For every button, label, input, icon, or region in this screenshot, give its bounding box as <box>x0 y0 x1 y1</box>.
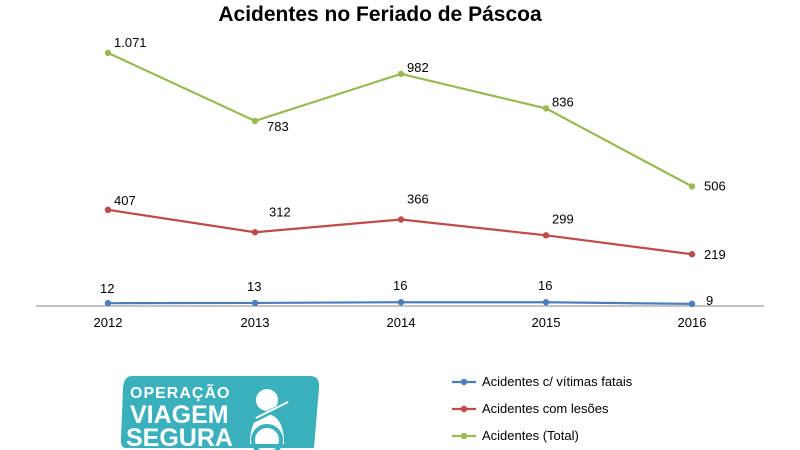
series-fatal-point <box>397 299 405 306</box>
series-fatal-data-label: 12 <box>100 281 114 296</box>
legend-label: Acidentes c/ vítimas fatais <box>482 374 633 389</box>
series-total-point <box>688 183 696 190</box>
series-lesoes-point <box>104 206 112 213</box>
series-total-point <box>542 105 550 112</box>
series-lines <box>107 51 693 305</box>
series-fatal-point <box>251 299 259 307</box>
series-lesoes-data-label: 407 <box>114 193 136 208</box>
legend: Acidentes c/ vítimas fatais Acidentes com… <box>452 374 633 443</box>
legend-label: Acidentes (Total) <box>482 428 579 443</box>
series-total-data-label: 1.071 <box>114 35 147 50</box>
series-fatal-data-label: 16 <box>538 278 552 293</box>
chart-title: Acidentes no Feriado de Páscoa <box>218 3 542 26</box>
series-fatal-point <box>542 299 550 306</box>
logo-text-line3: SEGURA <box>126 424 233 450</box>
x-tick-label: 2014 <box>387 315 416 330</box>
series-fatal-point <box>104 299 112 307</box>
series-total-data-label: 836 <box>552 94 574 109</box>
series-total-point <box>251 117 259 125</box>
series-lesoes-data-label: 312 <box>269 204 291 219</box>
x-tick-label: 2012 <box>94 315 123 330</box>
series-fatal-data-label: 9 <box>706 293 713 308</box>
seatbelt-driver-icon <box>250 389 292 450</box>
series-lesoes-data-label: 219 <box>704 247 726 262</box>
series-lesoes-data-label: 366 <box>407 191 429 206</box>
x-tick-label: 2015 <box>532 315 561 330</box>
legend-swatch-marker <box>460 378 468 386</box>
data-labels: 12 13 16 16 9 407 312 366 299 219 1.071 783 982 836 50… <box>100 35 726 308</box>
series-lesoes-point <box>688 251 696 258</box>
legend-label: Acidentes com lesões <box>482 401 609 416</box>
series-total-data-label: 982 <box>407 60 429 75</box>
series-total-point <box>397 70 405 78</box>
series-lesoes-point <box>542 232 550 239</box>
series-fatal-data-label: 13 <box>247 279 261 294</box>
legend-swatch-marker <box>460 432 468 440</box>
x-axis-ticks: 2012 2013 2014 2015 2016 <box>94 315 707 330</box>
logo-text-line1: OPERAÇÃO <box>130 382 230 402</box>
series-lesoes-data-label: 299 <box>552 211 574 226</box>
series-fatal-point <box>688 300 696 308</box>
x-tick-label: 2013 <box>241 315 270 330</box>
legend-swatch-marker <box>460 405 468 413</box>
operacao-viagem-segura-logo: OPERAÇÃO VIAGEM SEGURA <box>120 376 320 450</box>
series-total-point <box>104 49 112 57</box>
series-total-data-label: 783 <box>267 119 289 134</box>
series-total-data-label: 506 <box>704 178 726 193</box>
series-points <box>104 49 696 308</box>
x-tick-label: 2016 <box>678 315 707 330</box>
series-fatal-data-label: 16 <box>393 278 407 293</box>
logo-text-line2: VIAGEM <box>130 401 229 429</box>
series-lesoes-point <box>397 216 405 223</box>
series-lesoes-point <box>251 229 259 236</box>
